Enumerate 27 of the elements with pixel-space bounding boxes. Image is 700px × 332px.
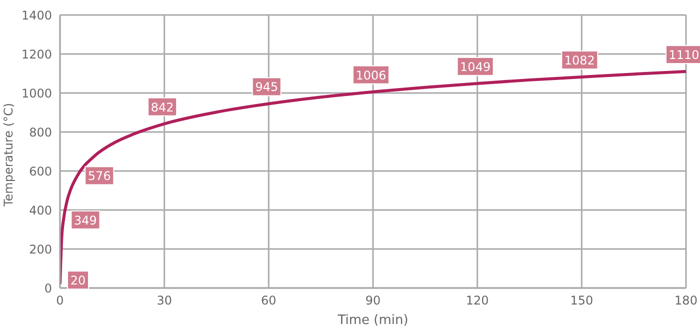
y-tick-label: 200: [29, 242, 52, 256]
x-tick-label: 60: [261, 294, 276, 308]
line-series: [60, 70, 686, 286]
y-tick-label: 600: [29, 164, 52, 178]
y-tick-label: 1200: [21, 47, 52, 62]
data-label: 1110: [668, 48, 700, 62]
data-label: 1049: [460, 60, 491, 74]
data-label: 1006: [356, 68, 386, 82]
data-label: 576: [88, 169, 111, 184]
y-tick-label: 1400: [21, 8, 52, 22]
y-tick-label: 1000: [21, 86, 52, 100]
data-label: 945: [255, 80, 278, 94]
data-label: 842: [150, 100, 174, 114]
y-axis-title: Temperature (°C): [1, 102, 16, 208]
x-tick-label: 90: [365, 294, 381, 308]
x-tick-label: 0: [56, 294, 64, 308]
data-label: 1082: [564, 54, 595, 68]
x-tick-label: 180: [674, 294, 698, 308]
y-tick-label: 400: [29, 203, 52, 218]
x-tick-label: 150: [570, 294, 594, 308]
data-label: 20: [70, 274, 86, 288]
x-tick-label: 30: [156, 294, 172, 308]
data-label: 349: [74, 213, 97, 228]
y-tick-label: 0: [44, 281, 52, 296]
y-tick-label: 800: [29, 125, 52, 140]
x-axis-title: Time (min): [336, 313, 408, 328]
x-tick-label: 120: [466, 294, 489, 308]
